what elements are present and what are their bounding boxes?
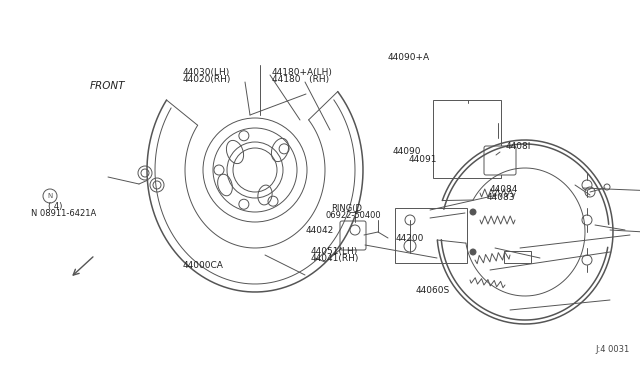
FancyBboxPatch shape [504, 251, 531, 263]
Text: 44084: 44084 [490, 185, 518, 194]
Text: 44000CA: 44000CA [182, 262, 223, 270]
Text: 44091: 44091 [408, 155, 437, 164]
FancyBboxPatch shape [484, 146, 516, 175]
Text: 44200: 44200 [396, 234, 424, 243]
Text: 44051(LH): 44051(LH) [310, 247, 358, 256]
Text: 44090+A: 44090+A [387, 53, 429, 62]
Text: 44180+A(LH): 44180+A(LH) [272, 68, 333, 77]
Text: 44060S: 44060S [416, 286, 451, 295]
Text: 44020(RH): 44020(RH) [182, 76, 231, 84]
Text: 4408l: 4408l [506, 142, 531, 151]
Circle shape [470, 209, 476, 215]
Text: FRONT: FRONT [90, 81, 125, 90]
Text: 44030(LH): 44030(LH) [182, 68, 230, 77]
Circle shape [470, 249, 476, 255]
Text: 44083: 44083 [486, 193, 515, 202]
Text: 44180   (RH): 44180 (RH) [272, 76, 329, 84]
Text: N 08911-6421A: N 08911-6421A [31, 209, 96, 218]
FancyBboxPatch shape [395, 208, 467, 263]
FancyBboxPatch shape [340, 221, 366, 250]
Text: N: N [47, 193, 52, 199]
Text: 44042: 44042 [306, 226, 334, 235]
Text: J:4 0031: J:4 0031 [596, 345, 630, 354]
Text: ( 4): ( 4) [48, 202, 62, 211]
Text: 44041(RH): 44041(RH) [310, 254, 359, 263]
Text: 44090: 44090 [392, 147, 421, 156]
Text: 06922-50400: 06922-50400 [325, 211, 381, 219]
Text: RING(D: RING(D [332, 204, 362, 213]
FancyBboxPatch shape [433, 100, 501, 178]
